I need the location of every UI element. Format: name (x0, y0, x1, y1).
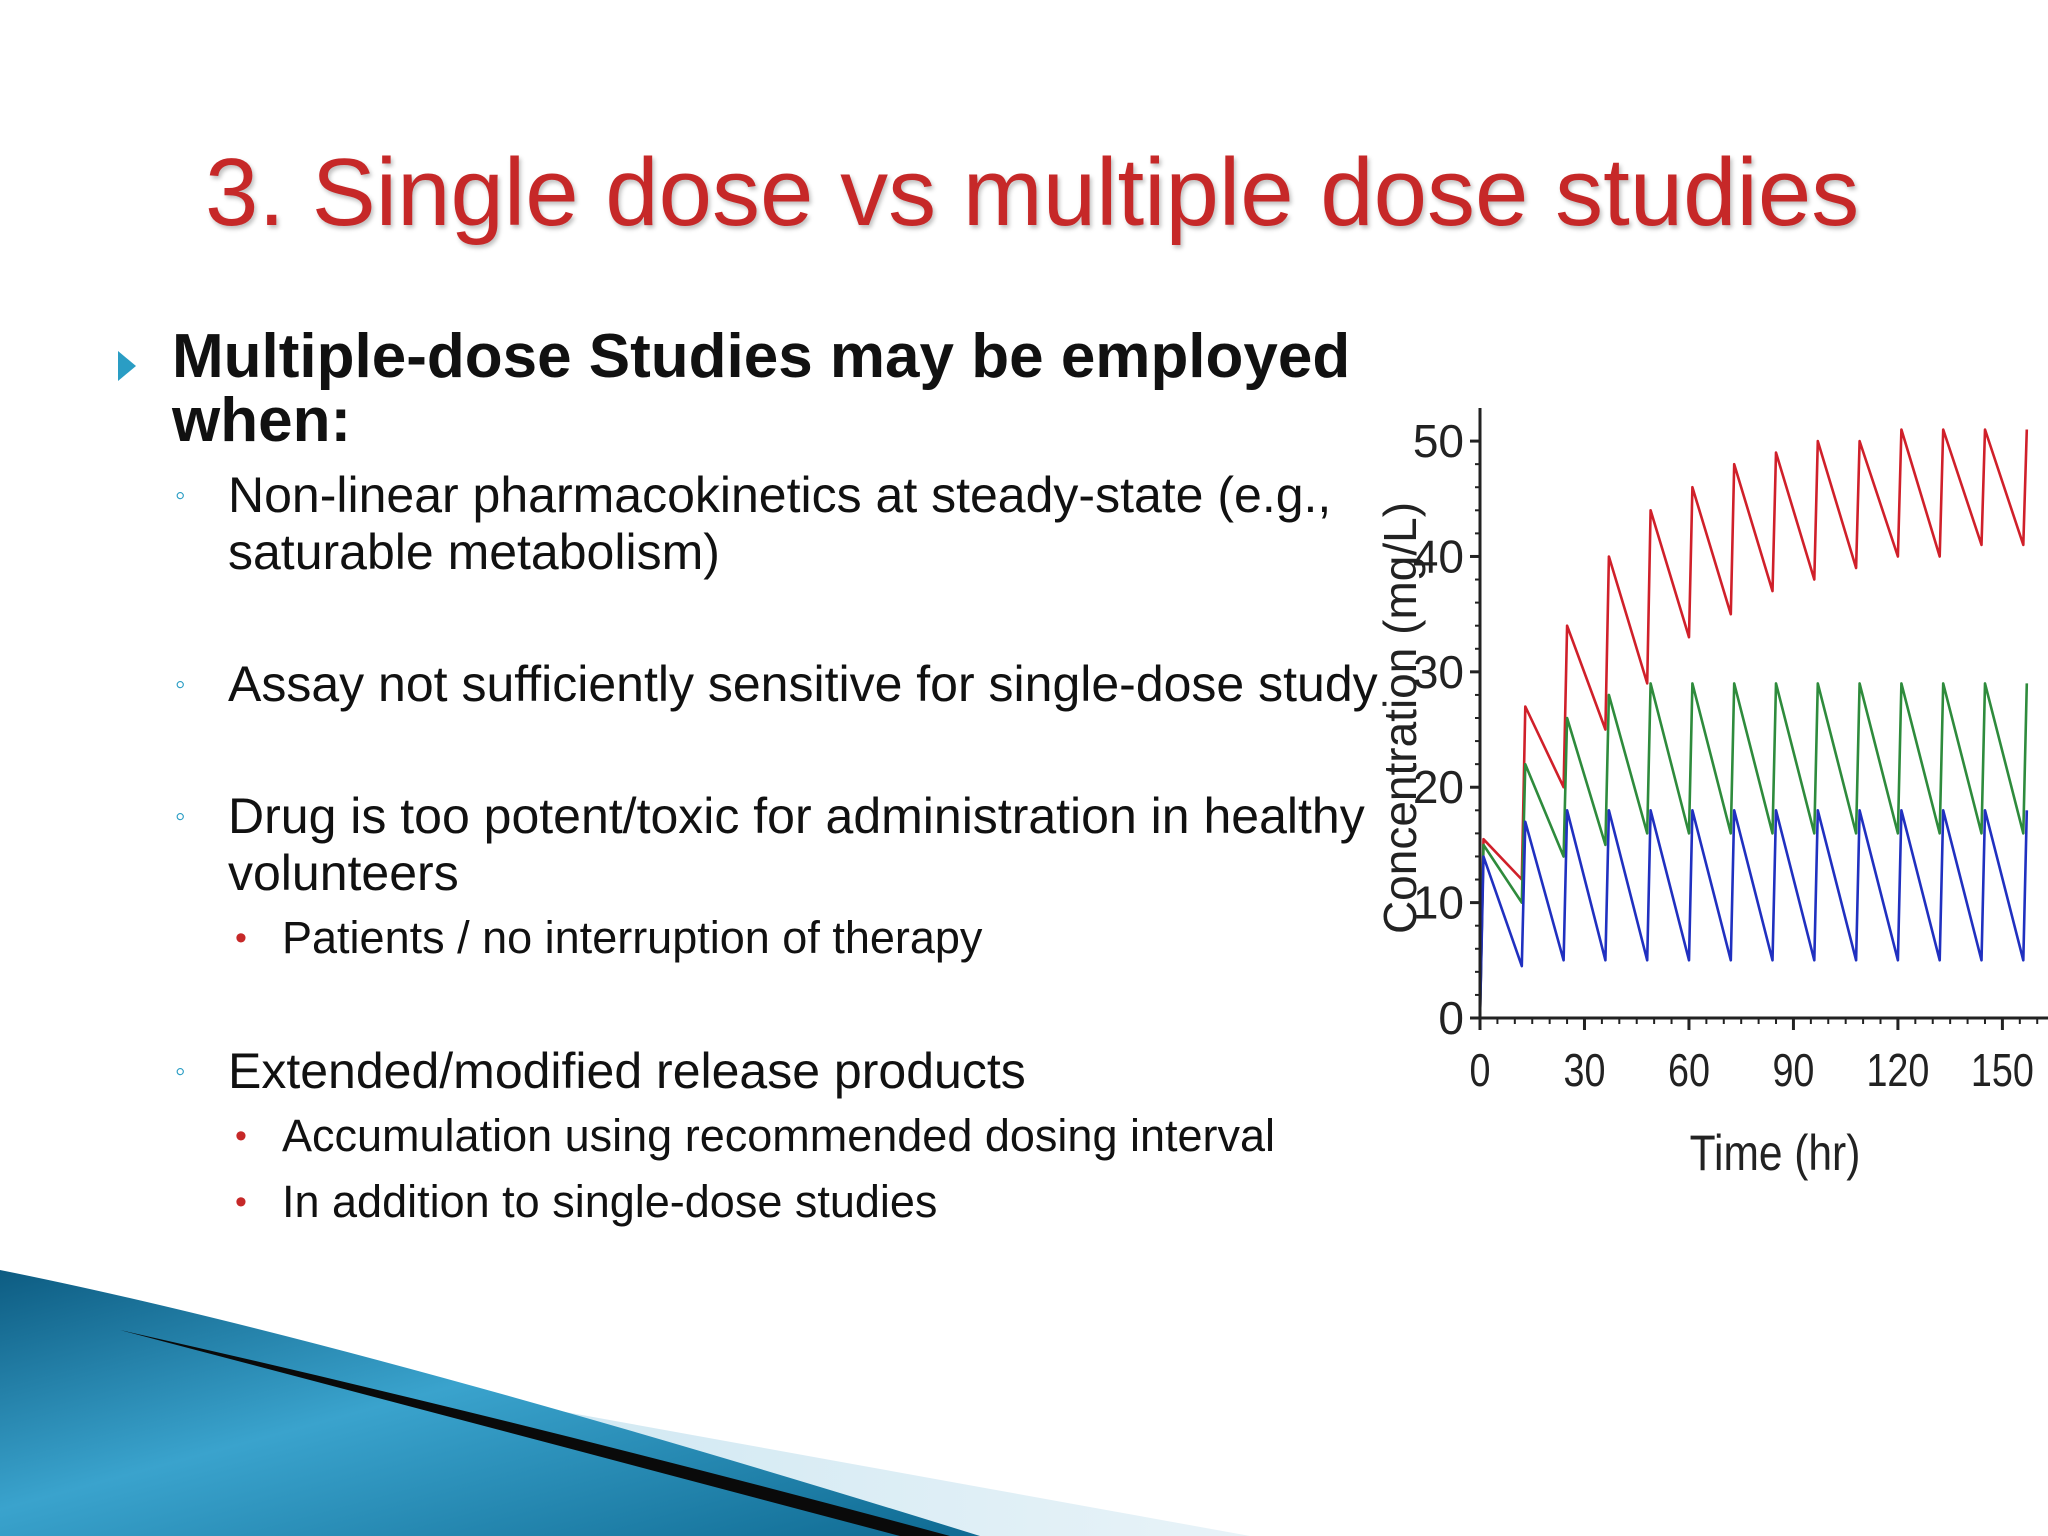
main-bullet: Multiple-dose Studies may be employed wh… (110, 325, 1400, 453)
y-tick-label: 0 (1438, 992, 1464, 1044)
sub-bullet-text: Drug is too potent/toxic for administrat… (228, 788, 1365, 901)
x-tick-label: 30 (1564, 1044, 1606, 1095)
sub-sub-bullet: • Accumulation using recommended dosing … (110, 1106, 1400, 1166)
sub-sub-bullet: • Patients / no interruption of therapy (110, 908, 1400, 968)
sub-sub-bullet: • In addition to single-dose studies (110, 1172, 1400, 1232)
circle-bullet-icon: ◦ (175, 668, 186, 701)
sub-sub-bullet-text: In addition to single-dose studies (282, 1176, 938, 1227)
dot-bullet-icon: • (235, 1183, 247, 1221)
series-line-2 (1478, 682, 2029, 1019)
sub-bullet-4: ◦ Extended/modified release products (110, 1043, 1400, 1100)
circle-bullet-icon: ◦ (175, 479, 186, 512)
y-tick-label: 20 (1413, 761, 1464, 813)
slide-content: Multiple-dose Studies may be employed wh… (110, 325, 1400, 1232)
circle-bullet-icon: ◦ (175, 800, 186, 833)
concentration-time-chart: 0 10 20 30 40 50 0 30 60 90 120 150 Time (hr) Concent… (1374, 408, 2048, 1181)
x-axis-title: Time (hr) (1690, 1125, 1861, 1181)
y-tick-label: 40 (1413, 530, 1464, 582)
sub-sub-bullet-text: Patients / no interruption of therapy (282, 912, 983, 963)
y-tick-label: 50 (1413, 415, 1464, 467)
decorative-swoosh (0, 1270, 1250, 1536)
series-line-1 (1478, 428, 2029, 1019)
slide-title: 3. Single dose vs multiple dose studies (205, 139, 1860, 246)
sub-bullet-text: Non-linear pharmacokinetics at steady-st… (228, 467, 1332, 580)
arrow-bullet-icon (118, 351, 136, 381)
sub-bullet-3: ◦ Drug is too potent/toxic for administr… (110, 788, 1400, 902)
sub-bullet-text: Assay not sufficiently sensitive for sin… (228, 656, 1378, 712)
sub-sub-bullet-text: Accumulation using recommended dosing in… (282, 1110, 1276, 1161)
y-axis-title: Concentration (mg/L) (1374, 502, 1426, 934)
dot-bullet-icon: • (235, 919, 247, 957)
sub-bullet-1: ◦ Non-linear pharmacokinetics at steady-… (110, 467, 1400, 581)
series-line-3 (1478, 808, 2029, 1019)
y-tick-label: 10 (1413, 877, 1464, 929)
x-tick-label: 120 (1866, 1044, 1929, 1095)
sub-bullet-text: Extended/modified release products (228, 1043, 1026, 1099)
x-tick-label: 90 (1772, 1044, 1814, 1095)
x-tick-label: 60 (1668, 1044, 1710, 1095)
main-bullet-text: Multiple-dose Studies may be employed wh… (172, 322, 1351, 455)
y-tick-label: 30 (1413, 646, 1464, 698)
sub-bullet-2: ◦ Assay not sufficiently sensitive for s… (110, 656, 1400, 713)
dot-bullet-icon: • (235, 1117, 247, 1155)
x-tick-label: 0 (1470, 1044, 1491, 1095)
x-tick-label: 150 (1971, 1044, 2034, 1095)
circle-bullet-icon: ◦ (175, 1055, 186, 1088)
